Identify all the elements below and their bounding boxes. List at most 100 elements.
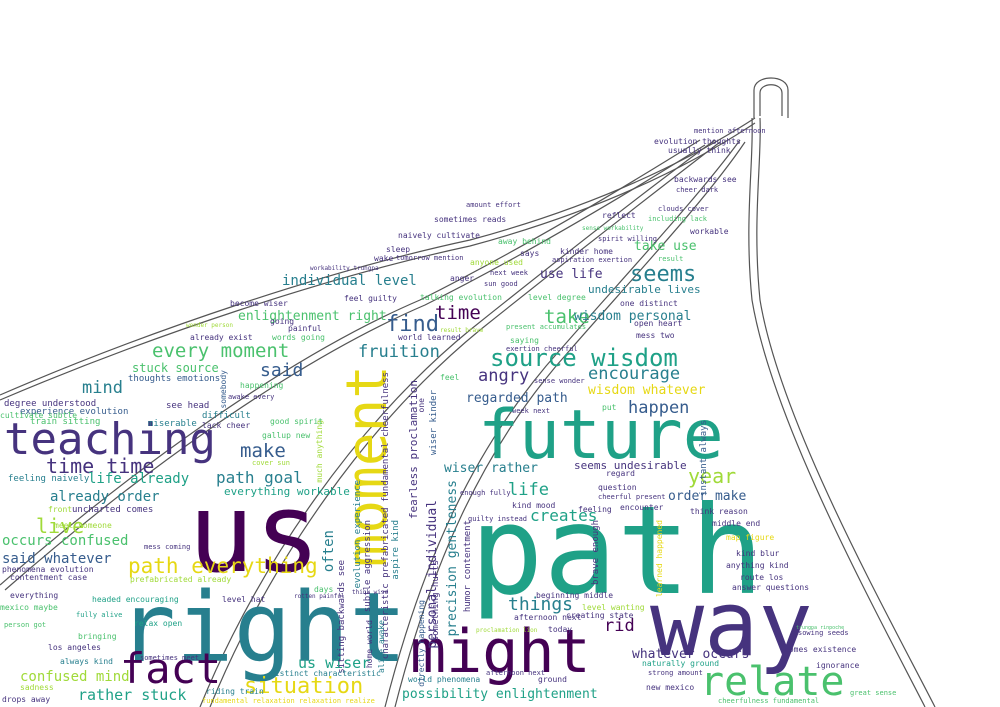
- word-afternoon-next: afternoon next: [486, 669, 546, 677]
- word-backwards-see: backwards see: [674, 175, 737, 184]
- word-cheer-dark: cheer dark: [676, 186, 719, 194]
- word-ground: ground: [538, 675, 567, 684]
- word-evolution-thoughts: evolution thoughts: [654, 137, 741, 146]
- outer-right-rail: [756, 117, 936, 707]
- word-something-hurts: something hurts: [431, 560, 441, 642]
- word-next-week: next week: [490, 269, 528, 277]
- word-feeling-naively: feeling naively: [8, 474, 90, 484]
- word-awake-every: awake every: [228, 393, 275, 401]
- word-sun-good: sun good: [484, 280, 518, 288]
- word-situation: situation: [244, 674, 364, 699]
- word-enlightenment-right: enlightenment right: [238, 309, 387, 324]
- left-rail-inner: [4, 144, 706, 591]
- word-saying: saying: [510, 336, 539, 345]
- word-result: result: [658, 255, 684, 263]
- word-find: find: [386, 312, 439, 337]
- word-middle-end: middle end: [712, 519, 761, 528]
- word-already-order: already order: [50, 489, 160, 505]
- word-sleep: sleep: [386, 245, 411, 254]
- word-lack-cheer: lack cheer: [202, 421, 251, 430]
- word-time-time: time time: [46, 454, 155, 478]
- word-thoughts-emotions: thoughts emotions: [128, 374, 221, 384]
- word-front: front: [48, 505, 73, 514]
- right-inner-rail-b: [394, 141, 746, 707]
- word-already-exist: already exist: [190, 333, 253, 342]
- word-los-angeles: los angeles: [48, 643, 101, 652]
- word-fruition: fruition: [358, 342, 440, 362]
- word-strong-amount: strong amount: [648, 669, 703, 677]
- word-become-wiser: become wiser: [230, 299, 288, 308]
- word-present-accumulates: present accumulates: [506, 323, 587, 331]
- right-inner-rail: [384, 139, 741, 707]
- word-teaching: teaching: [4, 414, 216, 465]
- word-reflect: reflect: [602, 211, 636, 220]
- word-creates: creates: [530, 506, 598, 525]
- word-question: question: [598, 483, 637, 492]
- word-sense-wonder: sense wonder: [534, 377, 585, 385]
- word-exertion-cheerful: exertion cheerful: [506, 345, 578, 353]
- word-aspiration-exertion: aspiration exertion: [552, 256, 633, 264]
- word-think-reason: think reason: [690, 507, 748, 516]
- word-wake: wake: [374, 254, 394, 263]
- word-clouds-cover: clouds cover: [658, 205, 709, 213]
- word-creating-state: creating state: [566, 611, 634, 620]
- word-wiser-rather: wiser rather: [444, 461, 538, 476]
- word-person-got: person got: [4, 621, 47, 629]
- word-great-sense: great sense: [850, 689, 897, 697]
- word-somebody: somebody: [219, 370, 228, 409]
- word-use-life: use life: [540, 267, 603, 282]
- outer-right-rail-inner: [748, 117, 926, 707]
- word-fully-alive: fully alive: [76, 611, 123, 619]
- word-meet-someone: meet someone: [54, 521, 112, 530]
- word-possibility-enlightenment: possibility enlightenment: [402, 687, 598, 702]
- word-individual-level: individual level: [282, 273, 417, 289]
- word-gallup-new: gallup new: [262, 431, 311, 440]
- word-riding-train: riding train: [206, 687, 264, 696]
- word-mess-coming: mess coming: [144, 543, 191, 551]
- word-wisdom-whatever: wisdom whatever: [588, 383, 706, 398]
- word-rotten-painful: rotten painful: [294, 593, 345, 600]
- word-difficult: difficult: [202, 411, 251, 421]
- word-life: life: [508, 480, 549, 500]
- word-brave-enough: brave enough: [591, 520, 601, 586]
- word-us: us: [188, 469, 321, 597]
- word-bringing: bringing: [78, 632, 117, 641]
- word-sitting-backwards: sitting backwards see: [337, 560, 347, 674]
- word-make: make: [240, 440, 286, 462]
- word-think-wise: think wise: [352, 589, 389, 596]
- word-uncharted-comes: uncharted comes: [72, 505, 154, 515]
- word-afternoon-next-2: afternoon next: [514, 613, 582, 622]
- word-live: live: [36, 514, 85, 538]
- word-level-degree: level degree: [528, 293, 586, 302]
- tunnel-arch: [753, 77, 789, 118]
- word-naively-cultivate: naively cultivate: [398, 231, 480, 240]
- word-away-behind: away behind: [498, 237, 551, 246]
- word-every-moment: every moment: [152, 340, 290, 362]
- word-kind-blur: kind blur: [736, 549, 780, 558]
- word-enough-fully: enough fully: [460, 489, 511, 497]
- word-path: path: [470, 480, 764, 622]
- word-mexico-maybe: mexico maybe: [0, 603, 58, 612]
- word-world-phenomena: world phenomena: [408, 675, 481, 684]
- word-mind: mind: [82, 378, 123, 398]
- word-cultivate-subtle: cultivate subtle: [0, 411, 78, 420]
- word-guilty-instead: guilty instead: [468, 515, 528, 523]
- word-sense-workability: sense workability: [582, 225, 644, 232]
- word-painful: painful: [288, 324, 322, 333]
- word-cheerful-present: cheerful present: [598, 493, 666, 501]
- word-spirit-willing: spirit willing: [598, 235, 658, 243]
- word-path-everything: path everything: [128, 554, 318, 578]
- word-ignorance: ignorance: [816, 661, 860, 670]
- word-fundamental-relaxation: fundamental relaxation relaxation realiz…: [202, 697, 375, 705]
- word-naturally-ground: naturally ground: [642, 659, 720, 668]
- word-good-spirit: good spirit: [270, 417, 323, 426]
- word-future: future: [478, 396, 724, 475]
- word-learned-happened: learned happened: [655, 520, 664, 598]
- word-take: take: [544, 306, 590, 328]
- word-subtle-aggression: subtle aggression: [363, 520, 373, 613]
- word-route-los: route los: [740, 573, 784, 582]
- word-happening: happening: [240, 381, 284, 390]
- word-beginning-middle: beginning middle: [536, 591, 614, 600]
- word-precision-gentleness: precision gentleness: [445, 480, 460, 637]
- word-sadness: sadness: [20, 683, 54, 692]
